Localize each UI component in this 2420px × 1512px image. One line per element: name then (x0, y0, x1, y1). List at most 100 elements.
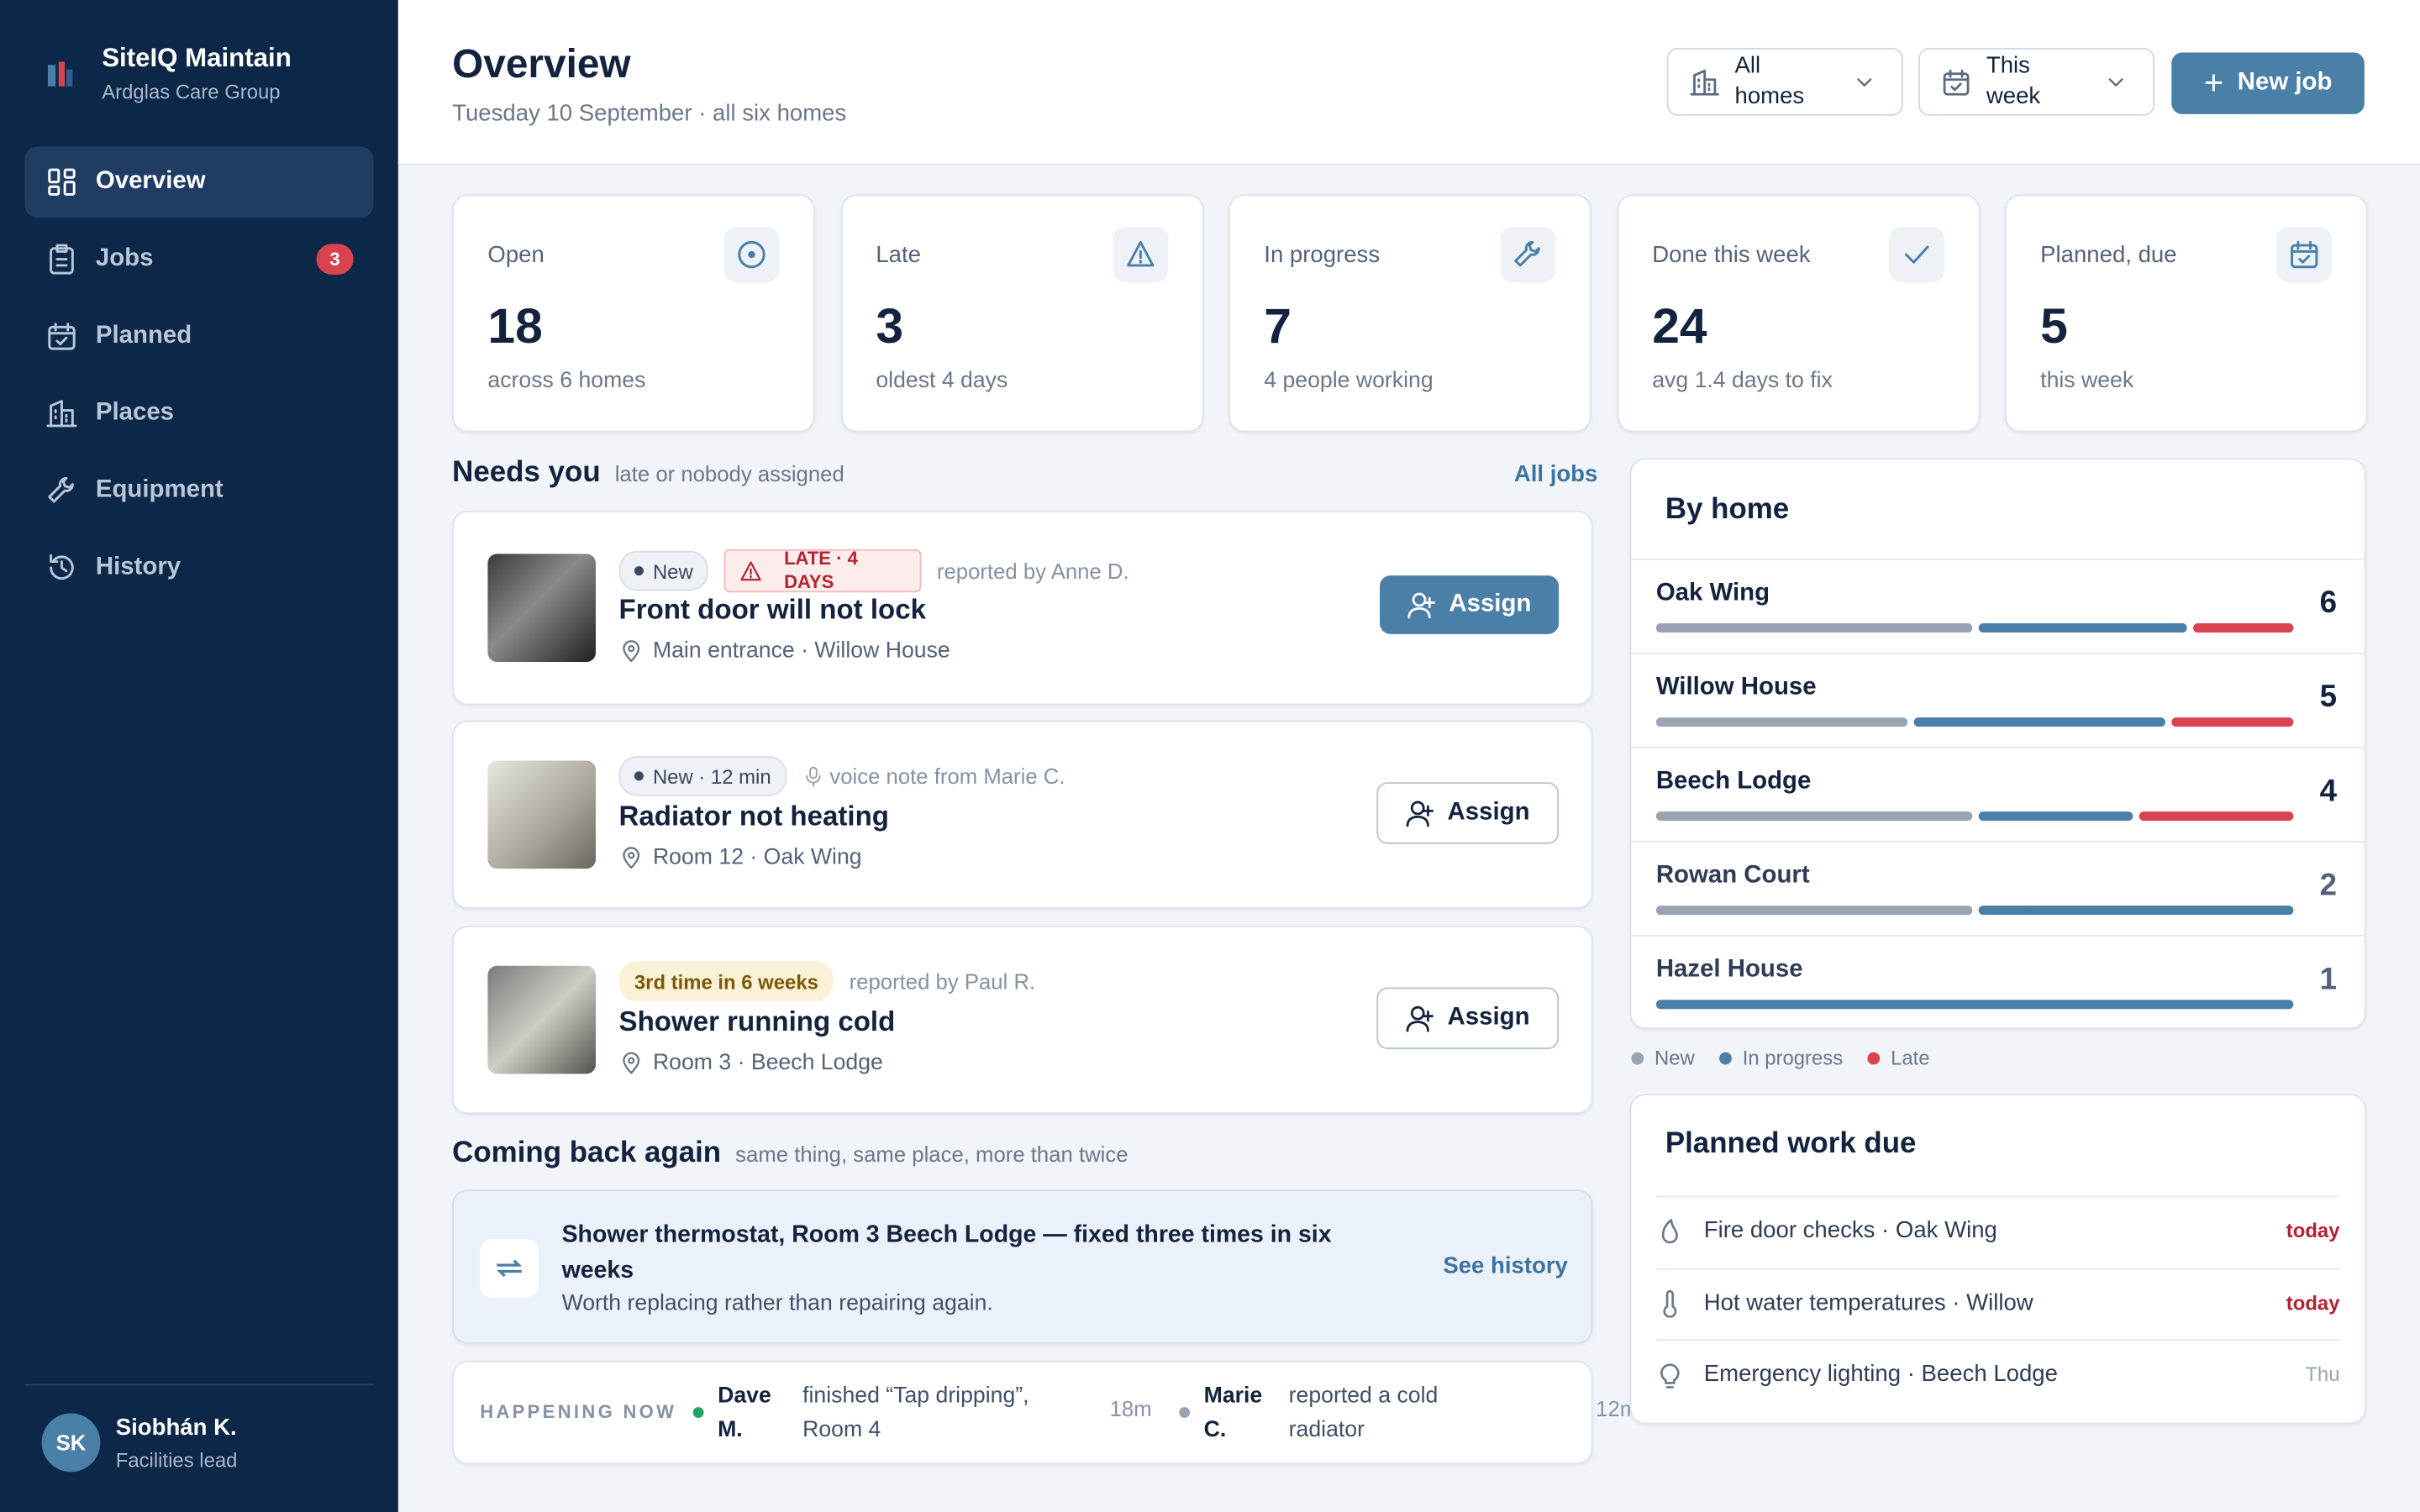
avatar: SK (41, 1413, 101, 1473)
icon (1903, 245, 1928, 264)
new-job-button[interactable]: + New job (2171, 52, 2365, 114)
stat-value: 24 (1652, 297, 1707, 354)
row-divider (1631, 746, 2365, 748)
nav-label: History (95, 554, 182, 580)
all-jobs-link[interactable]: All jobs (1513, 461, 1598, 488)
planned-text: Hot water temperatures · Willow (1703, 1289, 2033, 1315)
icon (1407, 591, 1435, 618)
happening-now: HAPPENING NOW Dave M. finished “Tap dripp… (452, 1361, 1638, 1465)
bar-segment (2170, 717, 2294, 727)
row-divider (1655, 1339, 2340, 1341)
planned-text: Fire door checks · Oak Wing (1703, 1217, 1997, 1244)
recurring-card-title: Shower thermostat, Room 3 Beech Lodge — … (561, 1221, 1332, 1284)
filter-dropdown[interactable]: This week (1918, 47, 2155, 116)
row-divider (1631, 935, 2365, 937)
nav-item[interactable]: History (24, 533, 373, 603)
icon (1406, 1005, 1434, 1032)
location-text: Main entrance · Willow House (652, 638, 950, 664)
legend-label: Late (1891, 1046, 1930, 1069)
bar-segment (1977, 811, 2133, 822)
nav-item[interactable]: Overview (24, 146, 374, 218)
recurring-card: Shower thermostat, Room 3 Beech Lodge — … (452, 1189, 1593, 1344)
icon (50, 244, 74, 275)
job-source: reported by Anne D. (936, 558, 1129, 584)
icon (1126, 240, 1154, 267)
stat-icon (2276, 227, 2333, 283)
planned-card: Planned work due Fire door checks · Oak … (1629, 1094, 2366, 1425)
stat-card: Open 18 across 6 homes (452, 194, 815, 433)
stat-icon (1500, 227, 1556, 283)
job-tag: LATE · 4 DAYS (723, 548, 922, 593)
row-divider (1631, 841, 2365, 843)
job-meta: New LATE · 4 DAYS reported by Anne D. (618, 548, 1129, 593)
recurring-title: Coming back again (452, 1137, 722, 1170)
job-photo (487, 760, 596, 869)
icon (46, 400, 77, 428)
bar-segment (2192, 623, 2294, 633)
filter-dropdown[interactable]: All homes (1666, 47, 1903, 116)
tag-text: LATE · 4 DAYS (784, 548, 858, 593)
stat-card: In progress 7 4 people working (1228, 194, 1591, 433)
bar-segment (1977, 906, 2294, 916)
job-photo (487, 554, 596, 662)
planned-due: Thu (2305, 1362, 2340, 1386)
divider (24, 1383, 374, 1386)
stat-value: 7 (1264, 297, 1292, 354)
home-name: Willow House (1655, 674, 1817, 701)
bar-segment (1655, 623, 1972, 633)
stat-card: Planned, due 5 this week (2004, 194, 2368, 433)
nav-item[interactable]: Planned (24, 301, 373, 371)
assign-button[interactable]: Assign (1376, 782, 1560, 844)
stat-card: Done this week 24 avg 1.4 days to fix (1616, 194, 1980, 433)
home-name: Beech Lodge (1655, 768, 1812, 795)
row-divider (1631, 652, 2365, 654)
job-card: New · 12 min voice note from Marie C. Radi… (452, 720, 1593, 909)
job-meta: New · 12 min voice note from Marie C. (618, 756, 1065, 796)
user-role: Facilities lead (115, 1448, 238, 1473)
icon (1943, 68, 1970, 95)
org: Ardglas Care Group (102, 80, 281, 104)
assign-button[interactable]: Assign (1376, 987, 1560, 1049)
job-tag: New · 12 min (618, 756, 786, 796)
icon (1663, 1289, 1677, 1317)
job-location: Room 12 · Oak Wing (619, 846, 862, 870)
event-who: Dave M. (718, 1383, 771, 1443)
nav-item[interactable]: Jobs 3 (24, 223, 373, 294)
stat-icon (723, 227, 780, 283)
stat-value: 5 (2040, 297, 2068, 354)
icon (623, 640, 640, 663)
tag-text: New (652, 559, 693, 583)
bar-segment (1913, 717, 2165, 727)
stat-label: In progress (1264, 242, 1381, 269)
legend-swatch (1719, 1051, 1732, 1064)
by-home-card: By home Oak Wing 6 Willow House 5 Beech Lodg… (1629, 458, 2366, 1030)
legend-item: New (1631, 1046, 1695, 1069)
filter-label: All homes (1734, 52, 1805, 110)
bar-segment (1977, 623, 2186, 633)
event-when: 18m (1109, 1396, 1152, 1421)
event-what: reported a cold radiator (1288, 1383, 1439, 1443)
tag-dot (634, 771, 644, 781)
subtitle: Tuesday 10 September · all six homes (452, 100, 847, 127)
section-title: Coming back again same thing, same place… (452, 1137, 1128, 1171)
sidebar: SiteIQ Maintain Ardglas Care Group Overv… (0, 0, 398, 1512)
nav-label: Jobs (95, 245, 154, 272)
stat-note: 4 people working (1264, 368, 1434, 394)
icon (48, 168, 76, 196)
nav-item[interactable]: Places (24, 378, 373, 449)
nav-label: Places (95, 399, 175, 426)
job-tag: New (618, 550, 709, 591)
planned-title: Planned work due (1665, 1127, 1917, 1161)
assign-button[interactable]: Assign (1380, 575, 1560, 634)
tag-text: New · 12 min (652, 764, 771, 788)
job-card: 3rd time in 6 weeks reported by Paul R. Sh… (452, 926, 1593, 1115)
logo (47, 61, 73, 87)
bar-segment (1655, 717, 1907, 727)
assign-label: Assign (1449, 591, 1532, 617)
job-source: reported by Paul R. (849, 969, 1036, 994)
nav-item[interactable]: Equipment (24, 455, 373, 526)
see-history-link[interactable]: See history (1443, 1252, 1568, 1279)
nav-label: Equipment (95, 476, 224, 503)
event-who: Marie C. (1203, 1383, 1263, 1443)
